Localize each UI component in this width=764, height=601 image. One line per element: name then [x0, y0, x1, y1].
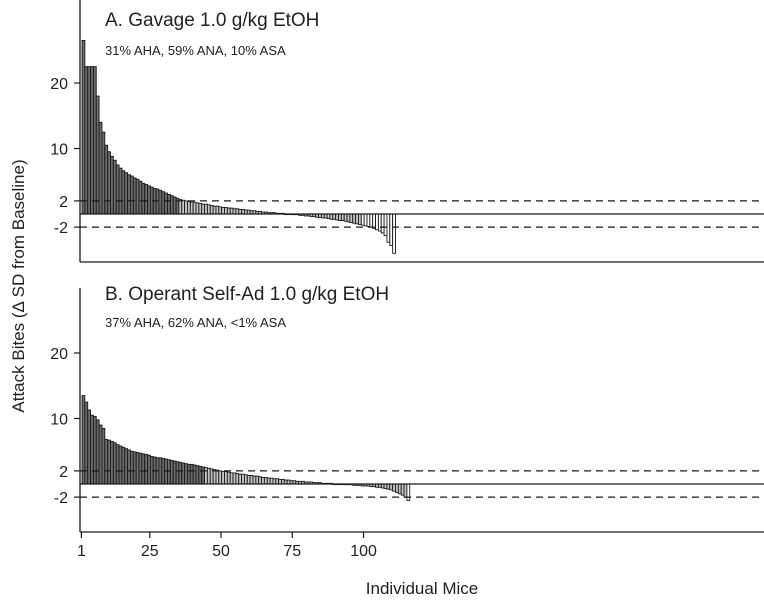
panel-b-bars — [81, 395, 411, 501]
panel-b-title: B. Operant Self-Ad 1.0 g/kg EtOH — [105, 284, 389, 305]
x-tick-label: 25 — [141, 543, 159, 560]
panel-b-y-ticks: 20 10 2 -2 — [50, 346, 80, 507]
x-tick-label: 50 — [212, 543, 230, 560]
y-tick-label: 10 — [50, 142, 68, 159]
x-tick-label: 75 — [283, 543, 301, 560]
x-tick-label: 1 — [77, 543, 86, 560]
panel-a-title: A. Gavage 1.0 g/kg EtOH — [105, 10, 319, 31]
panel-a-y-ticks: 20 10 2 -2 — [50, 76, 80, 237]
y-tick-label: 20 — [50, 76, 68, 93]
y-tick-label: 2 — [59, 464, 68, 481]
y-tick-label: 20 — [50, 346, 68, 363]
y-tick-label: -2 — [54, 220, 68, 237]
x-axis-label: Individual Mice — [366, 579, 478, 598]
x-tick-label: 100 — [350, 543, 377, 560]
panel-a-axes — [79, 0, 764, 263]
panel-a-subtitle: 31% AHA, 59% ANA, 10% ASA — [105, 43, 286, 58]
panel-a-reference-lines — [80, 200, 764, 228]
panel-b: B. Operant Self-Ad 1.0 g/kg EtOH 37% AHA… — [50, 284, 764, 560]
x-ticks: 1 25 50 75 100 — [77, 532, 377, 560]
y-tick-label: 2 — [59, 194, 68, 211]
y-tick-label: 10 — [50, 412, 68, 429]
panel-b-axes — [79, 288, 764, 533]
panel-a: A. Gavage 1.0 g/kg EtOH 31% AHA, 59% ANA… — [50, 0, 764, 263]
y-axis-label: Attack Bites (Δ SD from Baseline) — [9, 159, 28, 412]
panel-b-reference-lines — [80, 470, 764, 498]
panel-b-subtitle: 37% AHA, 62% ANA, <1% ASA — [105, 315, 286, 330]
bar-asa — [406, 483, 411, 501]
panel-a-bars — [81, 39, 396, 254]
bar-asa — [392, 213, 396, 254]
y-tick-label: -2 — [54, 490, 68, 507]
